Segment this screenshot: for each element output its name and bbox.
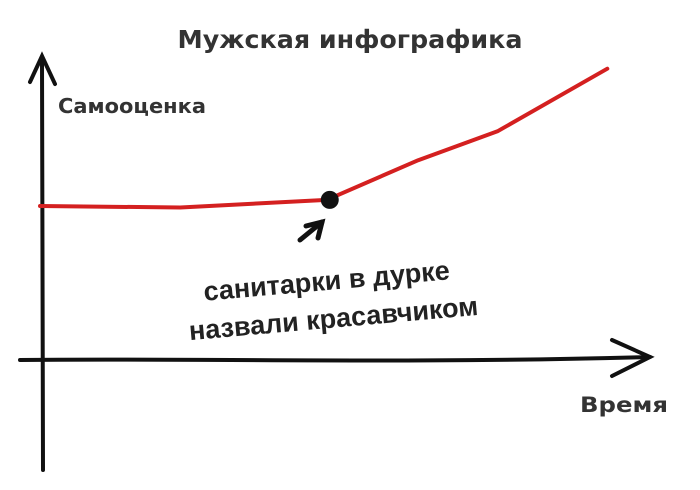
y-axis-label: Самооценка bbox=[58, 94, 206, 118]
y-axis bbox=[28, 51, 57, 472]
x-axis bbox=[18, 338, 655, 378]
chart-title: Мужская инфографика bbox=[178, 25, 523, 54]
series-line bbox=[38, 66, 610, 210]
annotation-point bbox=[320, 190, 339, 209]
x-axis-label: Время bbox=[580, 393, 668, 417]
arrow-icon bbox=[297, 218, 326, 243]
